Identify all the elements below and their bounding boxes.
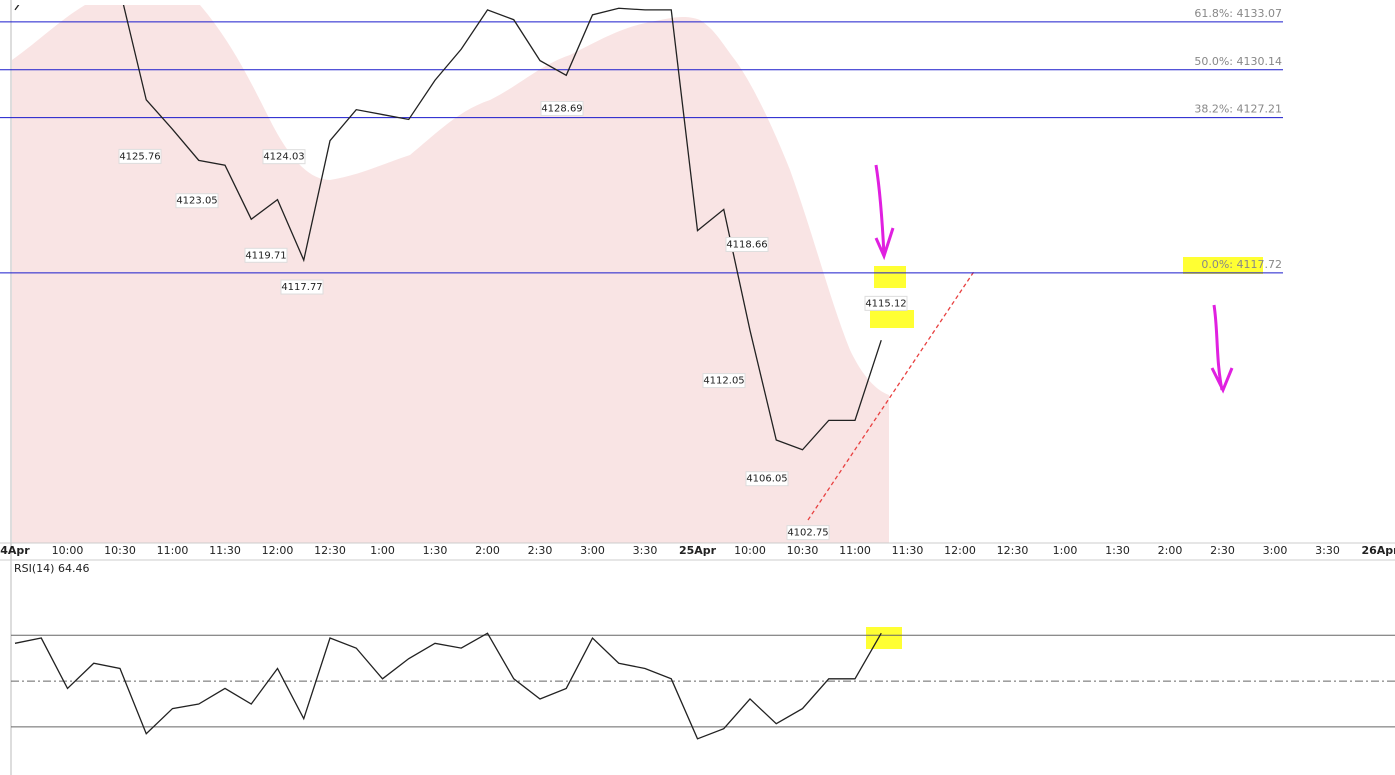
x-tick-label: 2:30 (1210, 544, 1235, 557)
fib-label: 61.8%: 4133.07 (1194, 7, 1282, 20)
x-tick-label: 26Apr (1361, 544, 1395, 557)
x-tick-label: 10:30 (104, 544, 136, 557)
swing-box (540, 100, 584, 116)
price-line (14, 5, 882, 451)
swing-box (244, 247, 288, 263)
swing-label: 4119.71 (245, 250, 286, 261)
swing-box (280, 279, 324, 295)
x-tick-label: 10:00 (52, 544, 84, 557)
shaded-band (12, 5, 889, 543)
x-tick-label: 2:30 (528, 544, 553, 557)
highlight (874, 266, 906, 288)
x-tick-label: 3:00 (1263, 544, 1288, 557)
fib-label: 0.0%: 4117.72 (1201, 258, 1282, 271)
x-tick-label: 12:00 (262, 544, 294, 557)
swing-box (864, 295, 908, 311)
x-tick-label: 25Apr (679, 544, 717, 557)
swing-box (175, 193, 219, 209)
x-tick-label: 12:30 (314, 544, 346, 557)
x-tick-label: 3:30 (1315, 544, 1340, 557)
x-tick-label: 3:00 (580, 544, 605, 557)
highlight (870, 310, 914, 328)
rsi-label: RSI(14) 64.46 (14, 562, 89, 575)
trend-line (807, 269, 976, 521)
swing-label: 4124.03 (263, 152, 304, 163)
x-tick-label: 3:30 (633, 544, 658, 557)
swing-label: 4118.66 (726, 239, 767, 250)
x-tick-label: 11:30 (209, 544, 241, 557)
arrow (874, 164, 895, 261)
highlight (866, 627, 902, 649)
rsi-line (14, 632, 882, 740)
x-tick-label: 1:30 (423, 544, 448, 557)
x-tick-label: 1:30 (1105, 544, 1130, 557)
swing-box (725, 236, 769, 252)
fib-label: 38.2%: 4127.21 (1194, 103, 1282, 116)
swing-label: 4102.75 (787, 528, 828, 539)
x-tick-label: 10:00 (734, 544, 766, 557)
swing-label: 4106.05 (746, 474, 787, 485)
swing-box (118, 148, 162, 164)
x-tick-label: 12:00 (944, 544, 976, 557)
swing-label: 4125.76 (119, 151, 160, 162)
swing-label: 4123.05 (176, 196, 217, 207)
x-tick-label: 2:00 (1158, 544, 1183, 557)
swing-box (745, 471, 789, 487)
x-tick-label: 11:00 (839, 544, 871, 557)
x-tick-label: 2:00 (475, 544, 500, 557)
highlight (1183, 257, 1263, 274)
x-tick-label: 1:00 (370, 544, 395, 557)
x-tick-label: 11:30 (892, 544, 924, 557)
x-tick-label: 12:30 (997, 544, 1029, 557)
swing-label: 4128.69 (541, 103, 582, 114)
swing-box (786, 525, 830, 541)
x-tick-label: 1:00 (1053, 544, 1078, 557)
swing-box (702, 373, 746, 389)
fib-label: 50.0%: 4130.14 (1194, 55, 1282, 68)
x-tick-label: 11:00 (157, 544, 189, 557)
swing-label: 4112.05 (703, 376, 744, 387)
swing-label: 4117.77 (281, 282, 322, 293)
x-tick-label: 10:30 (787, 544, 819, 557)
swing-label: 4115.12 (865, 298, 906, 309)
arrow (1210, 304, 1234, 394)
x-tick-label: 4Apr (0, 544, 30, 557)
swing-box (262, 149, 306, 165)
